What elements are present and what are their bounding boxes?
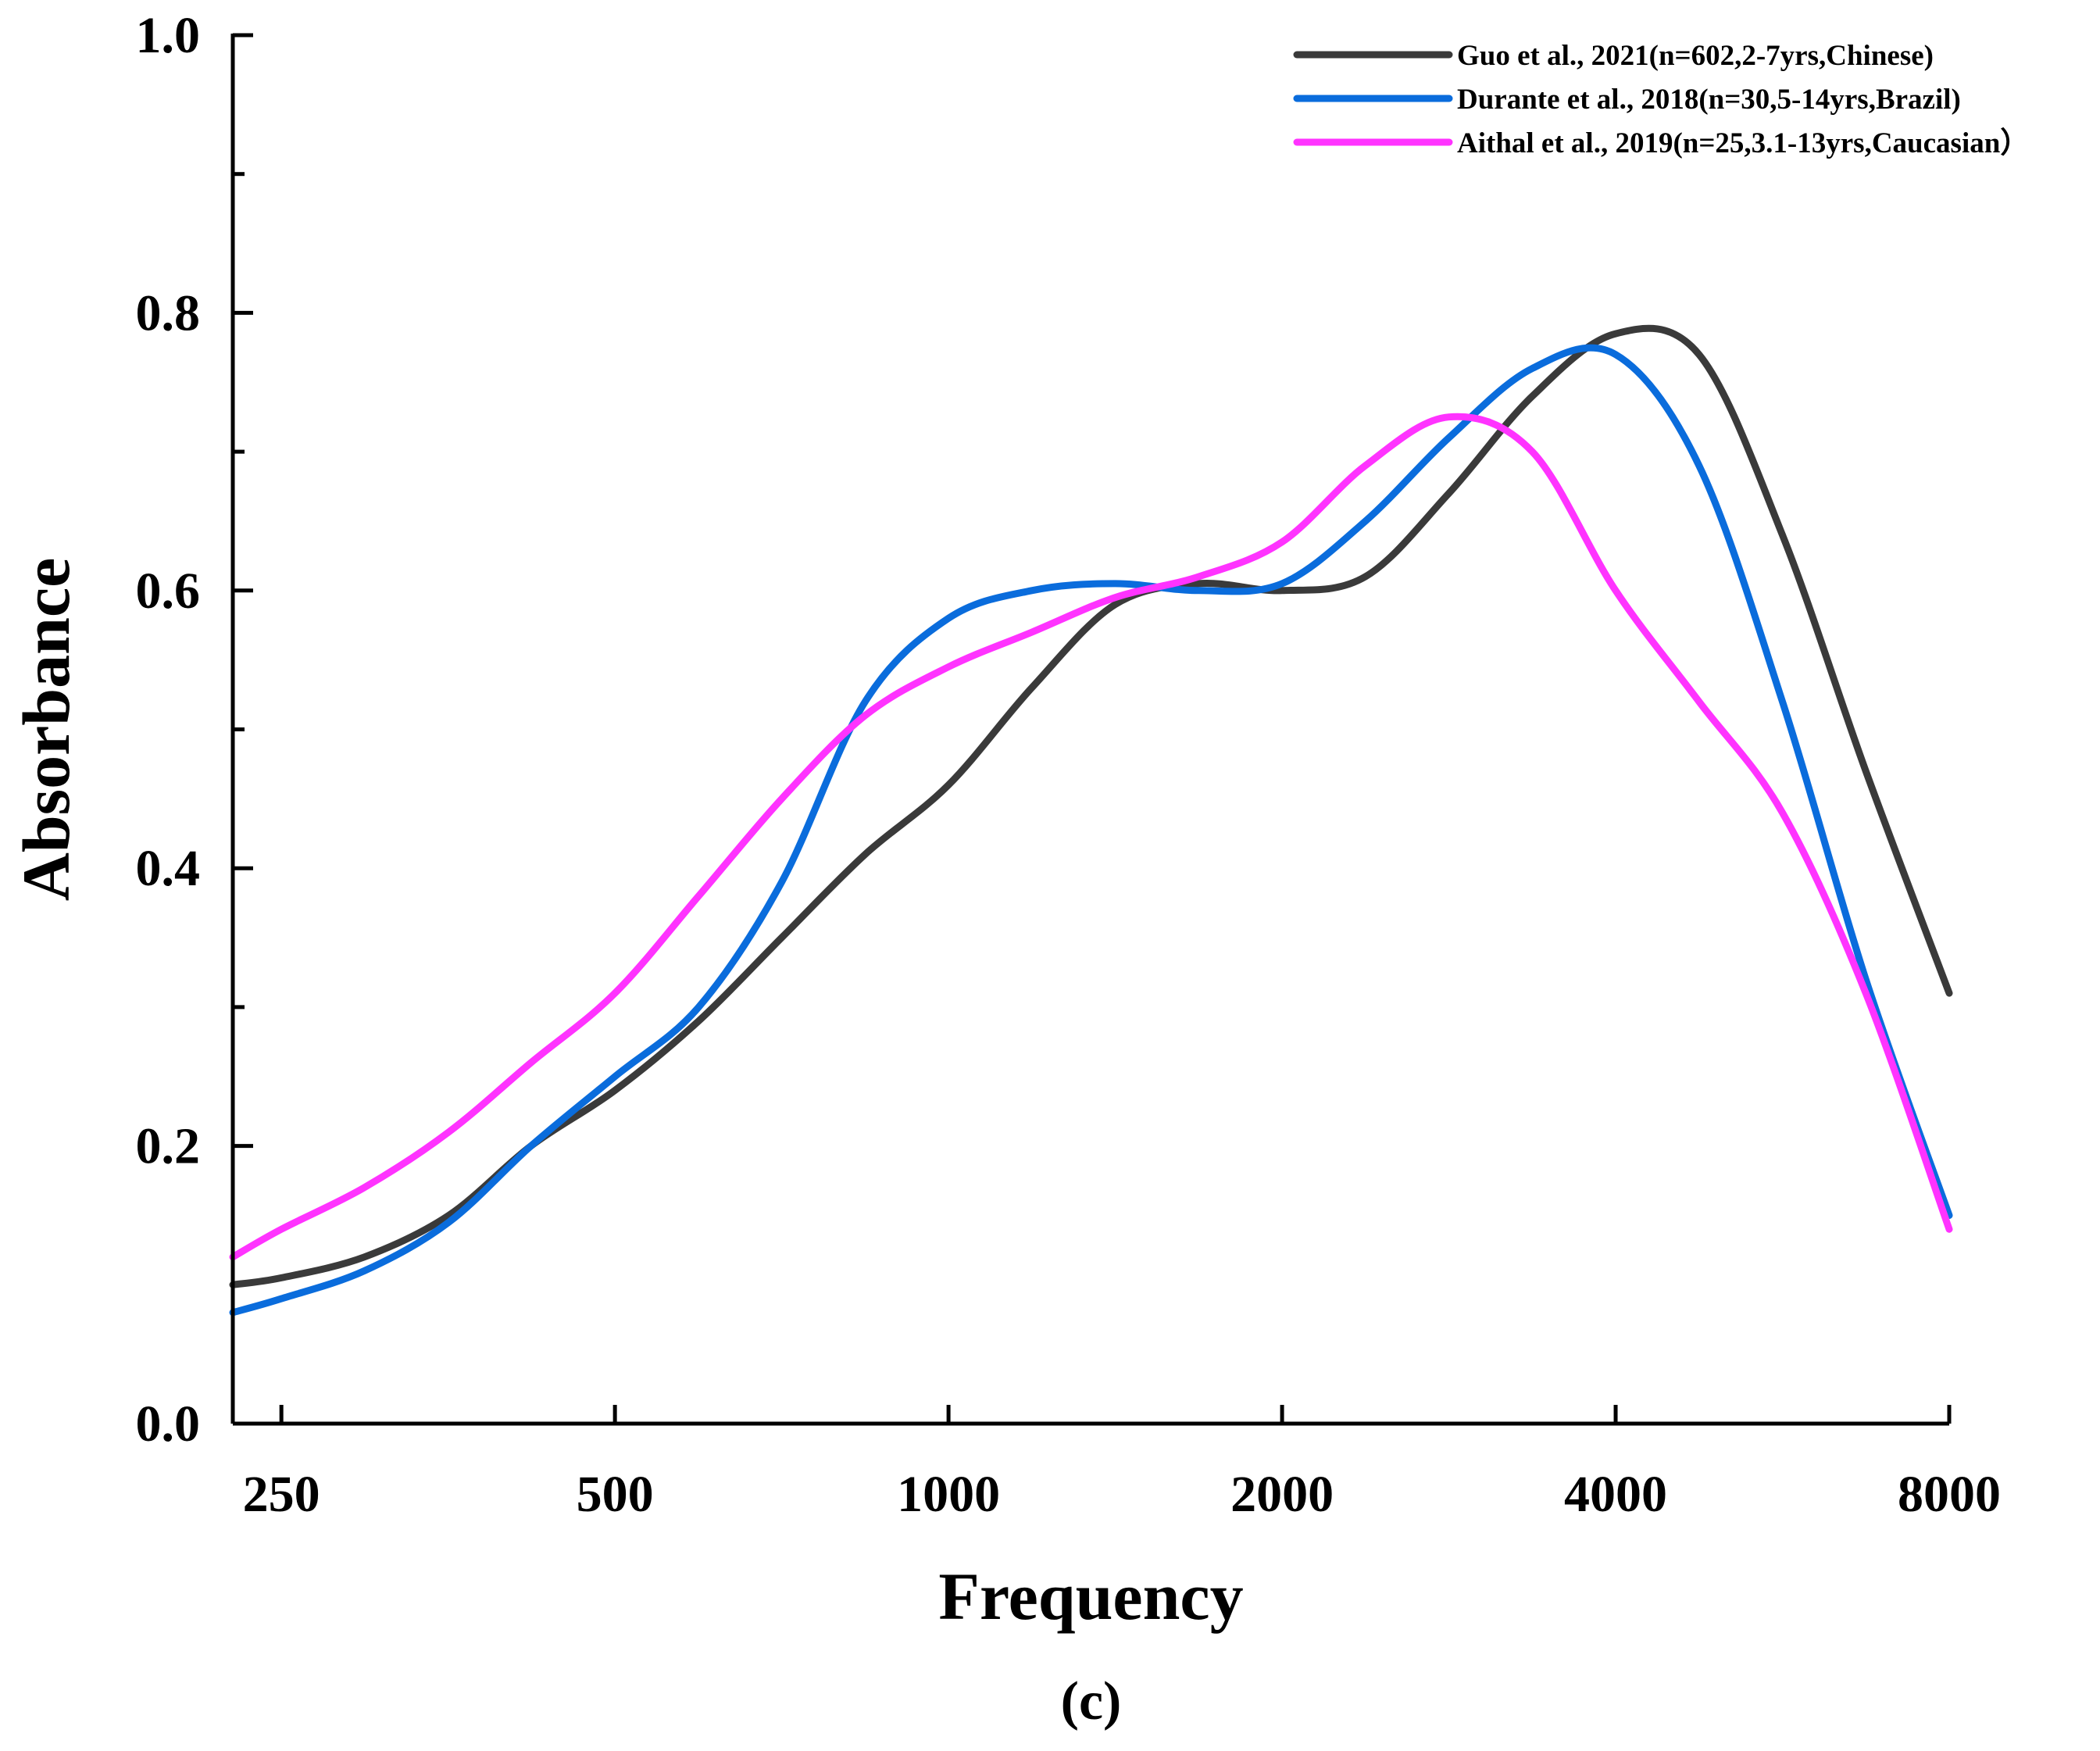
x-tick-label: 2000 [1230, 1466, 1334, 1523]
legend-label: Aithal et al., 2019(n=25,3.1-13yrs,Cauca… [1457, 127, 2029, 159]
guo-2021-line [229, 324, 1953, 1288]
y-tick-label: 1.0 [136, 7, 201, 64]
y-tick-label: 0.4 [136, 840, 201, 897]
legend: Guo et al., 2021(n=602,2-7yrs,Chinese) Du… [1293, 40, 2029, 159]
y-axis-title: Absorbance [9, 558, 84, 902]
y-tick-label: 0.0 [136, 1395, 201, 1453]
legend-label: Guo et al., 2021(n=602,2-7yrs,Chinese) [1457, 40, 1934, 72]
x-tick-label: 1000 [897, 1466, 1000, 1523]
y-tick-label: 0.6 [136, 563, 201, 620]
x-tick-label: 250 [243, 1466, 320, 1523]
legend-item-durante-2018: Durante et al., 2018(n=30,5-14yrs,Brazil… [1293, 84, 1961, 116]
legend-label: Durante et al., 2018(n=30,5-14yrs,Brazil… [1457, 84, 1961, 116]
durante-2018-line [229, 344, 1953, 1317]
x-tick-label: 4000 [1564, 1466, 1667, 1523]
legend-item-guo-2021: Guo et al., 2021(n=602,2-7yrs,Chinese) [1293, 40, 1934, 72]
series-layer [229, 324, 1953, 1317]
y-tick-label: 0.2 [136, 1118, 201, 1175]
figure-caption: (c) [1061, 1671, 1122, 1731]
x-tick-label: 500 [577, 1466, 654, 1523]
aithal-2019-line [229, 413, 1953, 1261]
y-axis-ticks: 0.0 0.2 0.4 0.6 0.8 1.0 [136, 7, 253, 1453]
x-axis-ticks: 250 500 1000 2000 4000 8000 [243, 1405, 2001, 1523]
x-tick-label: 8000 [1898, 1466, 2001, 1523]
legend-item-aithal-2019: Aithal et al., 2019(n=25,3.1-13yrs,Cauca… [1293, 127, 2029, 159]
x-axis-title: Frequency [938, 1559, 1243, 1634]
y-tick-label: 0.8 [136, 284, 201, 341]
